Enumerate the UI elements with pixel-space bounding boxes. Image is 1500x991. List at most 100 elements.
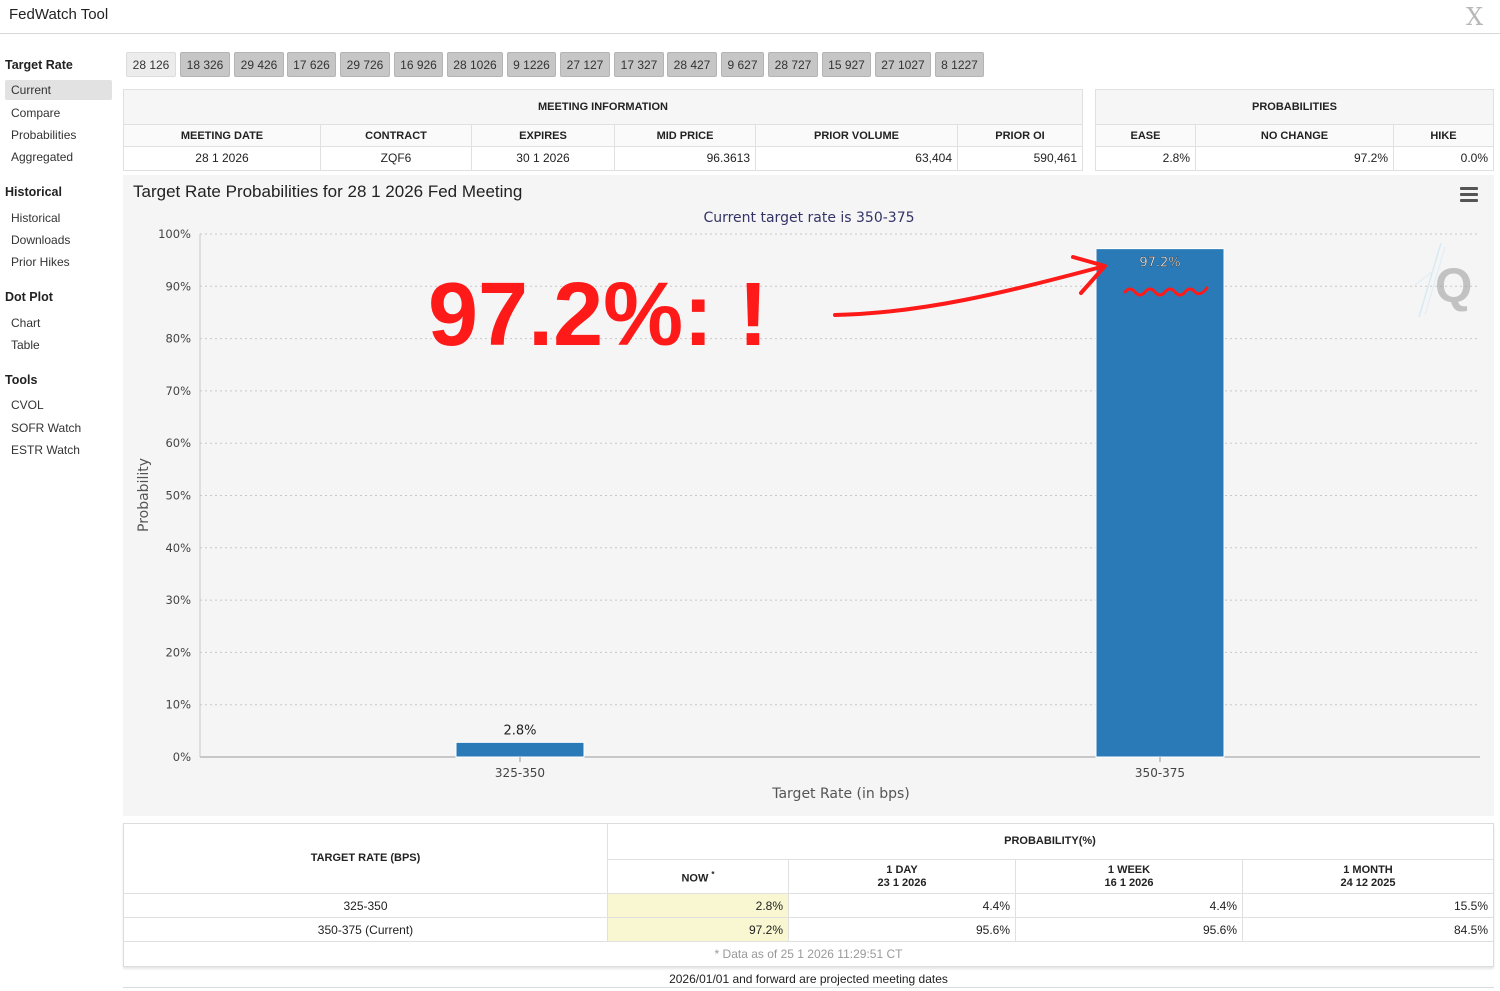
table-cell: 0.0% [1460,151,1488,165]
sidebar-item-sofr-watch[interactable]: SOFR Watch [11,421,82,435]
x-tick-label: 325-350 [495,766,545,780]
bar-data-label: 2.8% [503,723,536,738]
chart-menu-icon[interactable] [1460,187,1478,202]
column-label: 1 DAY [886,864,918,876]
close-icon[interactable]: X [1466,3,1484,31]
table-cell: 30 1 2026 [472,147,615,170]
sidebar-item-cvol[interactable]: CVOL [11,398,44,412]
probabilities-table: PROBABILITIES EASE NO CHANGE HIKE 2.8% 9… [1095,89,1494,171]
sidebar-item-aggregated[interactable]: Aggregated [11,150,74,164]
y-tick-label: 20% [165,645,191,659]
column-header-1-week: 1 WEEK 16 1 2026 [1016,864,1242,890]
sidebar-item-prior-hikes[interactable]: Prior Hikes [11,255,70,269]
meeting-tab[interactable]: 17 327 [614,52,664,77]
meeting-tab[interactable]: 18 326 [180,52,230,77]
column-header: EASE [1096,125,1196,146]
sidebar-item-probabilities[interactable]: Probabilities [11,128,77,142]
meeting-tab[interactable]: 9 1226 [507,52,556,77]
meeting-info-caption: MEETING INFORMATION [124,90,1082,125]
meeting-tab[interactable]: 15 927 [822,52,871,77]
column-label: 1 MONTH [1343,864,1393,876]
sidebar-heading-tools: Tools [5,373,38,387]
table-cell: 15.5% [1453,899,1488,913]
sidebar-item-chart[interactable]: Chart [11,316,41,330]
meeting-info-header-row: MEETING DATE CONTRACT EXPIRES MID PRICE … [124,125,1082,147]
table-cell: 4.4% [1209,899,1237,913]
y-tick-label: 50% [165,489,191,503]
x-tick-label: 350-375 [1135,766,1185,780]
chart-title: Target Rate Probabilities for 28 1 2026 … [133,182,522,201]
table-cell: 63,404 [756,147,958,170]
probabilities-header-row: EASE NO CHANGE HIKE [1096,125,1493,147]
y-tick-label: 10% [165,698,191,712]
footer-divider [123,987,1494,988]
meeting-tab[interactable]: 28 126 [126,52,176,77]
table-cell: 4.4% [982,899,1010,913]
annotation-text: 97.2%: ! [428,265,768,365]
annotation-squiggle-icon [1123,286,1209,297]
bar [455,741,585,758]
sidebar-item-historical[interactable]: Historical [11,211,61,225]
column-header: NO CHANGE [1196,125,1394,146]
y-tick-label: 60% [165,436,191,450]
column-header: HIKE [1430,130,1457,142]
meeting-tab[interactable]: 28 427 [667,52,717,77]
table-cell: 590,461 [1033,151,1077,165]
column-header: MEETING DATE [124,125,321,146]
table-cell: 28 1 2026 [124,147,321,170]
bar-data-label: 97.2% [1139,256,1180,271]
y-axis-ticks: 0% 10% 20% 30% 40% 50% 60% 70% 80% 90% 100% [158,227,191,764]
column-header-1-month: 1 MONTH 24 12 2025 [1243,864,1493,890]
table-cell: 96.3613 [615,147,756,170]
target-rate-header: TARGET RATE (BPS) [310,852,421,864]
projected-dates-note: 2026/01/01 and forward are projected mee… [669,972,948,986]
column-header-now: NOW * [608,870,788,885]
meeting-tab[interactable]: 27 1027 [875,52,931,77]
row-rate: 325-350 [343,899,388,913]
y-axis-label: Probability [136,458,152,532]
chart-subtitle: Current target rate is 350-375 [703,210,914,226]
meeting-tab[interactable]: 17 626 [287,52,336,77]
table-cell: 95.6% [975,923,1010,937]
column-date: 16 1 2026 [1104,877,1154,889]
meeting-tab[interactable]: 28 1026 [447,52,503,77]
meeting-tab[interactable]: 8 1227 [935,52,984,77]
sidebar-item-downloads[interactable]: Downloads [11,233,71,247]
column-header: PRIOR OI [995,130,1045,142]
column-label: NOW [681,872,709,885]
title-bar: FedWatch Tool X [0,0,1500,34]
app-title: FedWatch Tool [9,6,109,23]
column-header: CONTRACT [321,125,472,146]
meeting-tab[interactable]: 9 627 [721,52,764,77]
meeting-tab[interactable]: 16 926 [394,52,443,77]
sidebar-item-table[interactable]: Table [11,338,40,352]
column-header: MID PRICE [615,125,756,146]
column-header: EXPIRES [472,125,615,146]
chart-gridlines [199,233,1480,758]
x-axis-ticks: 325-350 350-375 [495,757,1185,780]
q-logo-icon: Q [1414,242,1472,318]
data-timestamp-note: * Data as of 25 1 2026 11:29:51 CT [714,947,903,961]
chart-panel: Target Rate Probabilities for 28 1 2026 … [123,175,1494,816]
sidebar-item-current[interactable]: Current [5,80,112,100]
sidebar-heading-historical: Historical [5,185,62,199]
sidebar-heading-target-rate: Target Rate [5,58,73,72]
column-label: 1 WEEK [1107,864,1151,876]
row-rate: 350-375 (Current) [317,923,414,937]
probabilities-caption: PROBABILITIES [1096,90,1493,125]
y-tick-label: 90% [165,279,191,293]
probability-header: PROBABILITY(%) [1004,835,1096,847]
y-tick-label: 100% [158,227,191,241]
probability-table: TARGET RATE (BPS) PROBABILITY(%) NOW * 1… [123,823,1494,967]
meeting-tab[interactable]: 29 726 [340,52,390,77]
meeting-tab[interactable]: 27 127 [560,52,610,77]
x-axis-label: Target Rate (in bps) [771,786,910,802]
meeting-info-table: MEETING INFORMATION MEETING DATE CONTRAC… [123,89,1083,171]
sidebar-item-compare[interactable]: Compare [11,106,61,120]
meeting-tab[interactable]: 28 727 [768,52,818,77]
meeting-tab[interactable]: 29 426 [234,52,284,77]
probabilities-value-row: 2.8% 97.2% 0.0% [1096,147,1493,170]
table-cell: ZQF6 [321,147,472,170]
bar [1095,248,1225,758]
sidebar-item-estr-watch[interactable]: ESTR Watch [11,443,80,457]
